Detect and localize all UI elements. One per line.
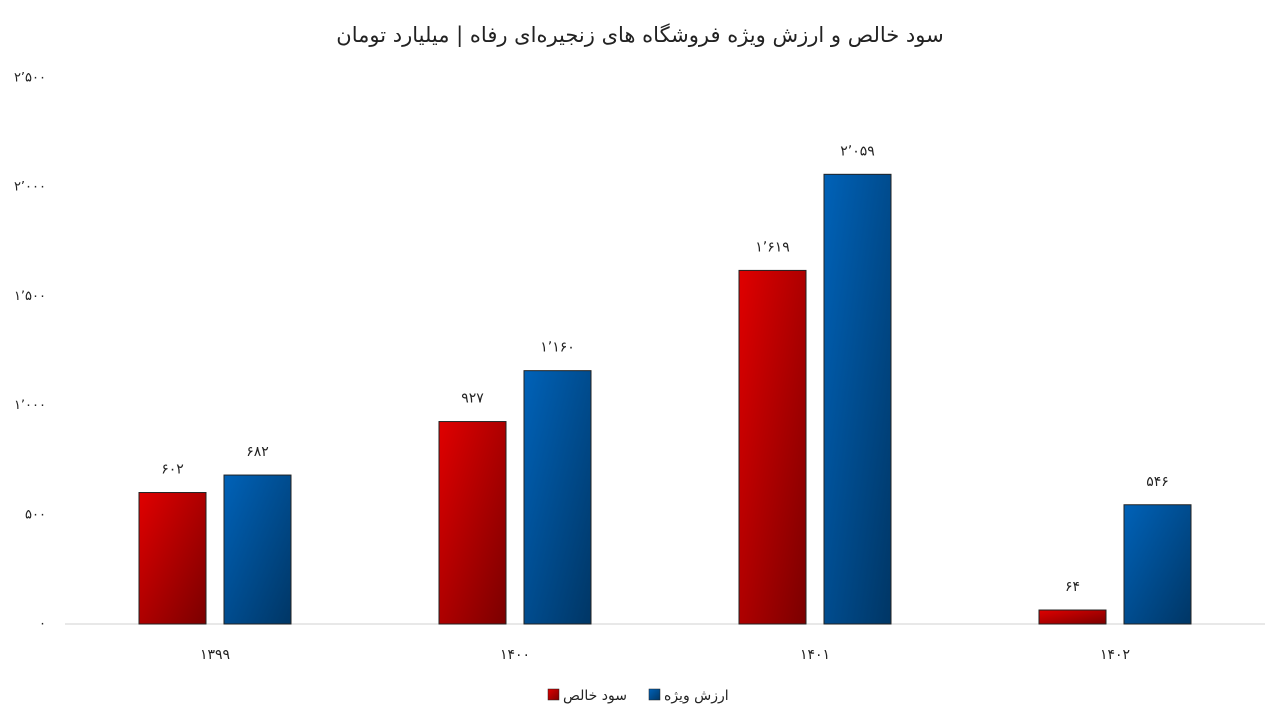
bar: [1038, 609, 1107, 625]
legend-swatch: [547, 688, 560, 701]
bar: [823, 173, 892, 625]
x-tick-label: ۱۴۰۱: [800, 647, 830, 663]
legend-swatch: [648, 688, 661, 701]
bar: [523, 370, 592, 625]
x-tick-label: ۱۴۰۰: [500, 647, 530, 663]
legend-label: سود خالص: [563, 688, 627, 704]
y-tick-label: ۰: [39, 617, 46, 632]
value-label: ۶۴: [1065, 579, 1080, 595]
x-tick-label: ۱۳۹۹: [200, 647, 230, 663]
y-tick-label: ۱٬۰۰۰: [14, 398, 46, 413]
value-label: ۱٬۱۶۰: [540, 340, 575, 356]
x-tick-label: ۱۴۰۲: [1100, 647, 1130, 663]
bar: [1123, 504, 1192, 625]
y-tick-label: ۲٬۰۰۰: [14, 180, 46, 195]
value-label: ۹۲۷: [461, 391, 484, 407]
y-tick-label: ۱٬۵۰۰: [14, 289, 46, 304]
bar: [438, 421, 507, 625]
y-tick-label: ۵۰۰: [25, 507, 46, 522]
y-tick-label: ۲٬۵۰۰: [14, 71, 46, 86]
legend-label: ارزش ویژه: [664, 688, 729, 704]
bar: [138, 492, 207, 625]
bar: [738, 269, 807, 625]
value-label: ۲٬۰۵۹: [840, 143, 875, 159]
chart-title: سود خالص و ارزش ویژه فروشگاه های زنجیره‌…: [336, 23, 943, 48]
value-label: ۶۸۲: [246, 444, 269, 460]
value-label: ۱٬۶۱۹: [755, 239, 790, 255]
bar: [223, 474, 292, 625]
value-label: ۶۰۲: [161, 462, 184, 478]
value-label: ۵۴۶: [1146, 474, 1169, 490]
